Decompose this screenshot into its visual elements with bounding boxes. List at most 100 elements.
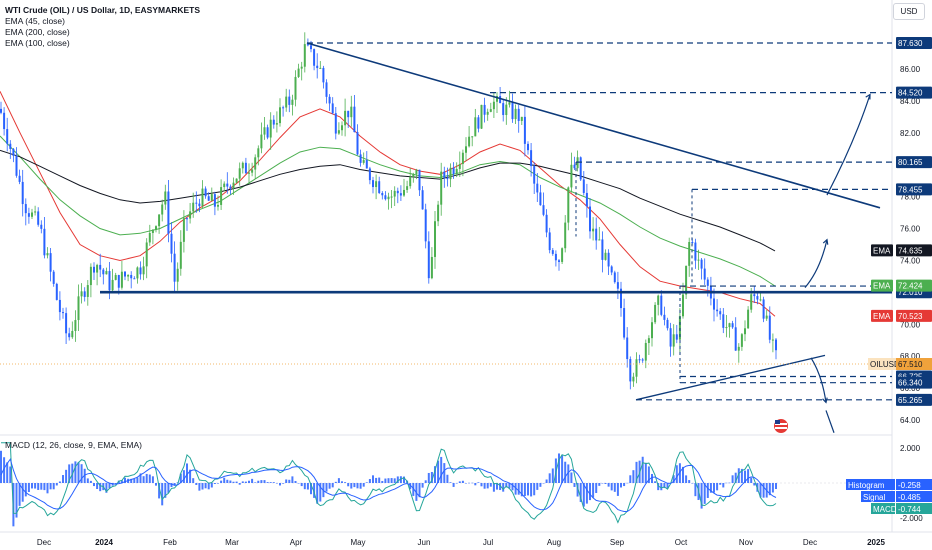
macd-tag-label: -0.744 <box>898 505 921 514</box>
candle-body <box>198 203 201 207</box>
macd-histogram-bar <box>492 483 495 492</box>
price-tag-name-bg <box>871 244 893 257</box>
macd-histogram-bar <box>499 483 502 491</box>
price-tag: 66.340 <box>896 376 932 389</box>
macd-histogram-bar <box>145 473 148 483</box>
macd-histogram-bar <box>750 477 753 483</box>
candle-body <box>713 298 715 310</box>
price-tag-label: 72.010 <box>898 288 923 297</box>
candle-body <box>223 183 226 188</box>
price-tag-label: 70.523 <box>898 312 923 321</box>
macd-legend[interactable]: MACD (12, 26, close, 9, EMA, EMA) <box>5 440 142 450</box>
candle-body <box>241 162 244 169</box>
time-axis[interactable]: Dec 2024 Feb Mar Apr May Jun Jul Aug Sep Oct Nov Dec… <box>37 538 886 547</box>
macd-histogram-bar <box>616 483 619 496</box>
candle-body <box>288 96 291 105</box>
macd-line <box>1 442 777 524</box>
macd-histogram-bar <box>446 474 449 483</box>
price-axis[interactable]: 64.0066.0068.0070.0072.0074.0076.0078.00… <box>846 36 932 523</box>
candle-body <box>647 338 650 343</box>
macd-histogram-bar <box>589 483 591 501</box>
macd-histogram-bar <box>502 483 505 492</box>
candle-body <box>514 108 517 120</box>
candle-body <box>685 265 688 295</box>
macd-histogram-bar <box>520 483 523 497</box>
price-tag-bg <box>896 36 932 49</box>
macd-histogram-bar <box>170 483 173 488</box>
price-tag: 72.424 EMA <box>871 279 932 292</box>
macd-histogram-bar <box>347 483 350 487</box>
candle-body <box>415 169 418 175</box>
time-tick-label: May <box>350 538 365 547</box>
macd-histogram-bar <box>396 476 399 483</box>
macd-histogram-bar <box>582 483 585 507</box>
candle-body <box>585 192 588 207</box>
candle-body <box>762 299 765 319</box>
candle-body <box>604 252 607 260</box>
candle-body <box>220 187 223 205</box>
macd-histogram-bar <box>508 483 511 489</box>
candle-body <box>725 327 728 329</box>
macd-histogram-bar <box>105 483 108 493</box>
time-tick-label: Aug <box>547 538 561 547</box>
currency-button[interactable]: USD <box>893 3 925 20</box>
candle-body <box>465 146 467 153</box>
macd-histogram-bar <box>440 456 443 483</box>
candle-body <box>660 295 663 315</box>
candle-body <box>731 323 734 328</box>
macd-histogram-bar <box>365 482 368 483</box>
indicator-ema-45[interactable]: EMA (45, close) <box>5 16 65 26</box>
time-tick-label: Dec <box>803 538 817 547</box>
macd-tag-bg <box>896 479 932 490</box>
macd-histogram-bar <box>77 462 80 483</box>
projection-arrow <box>804 239 828 288</box>
macd-histogram-bar <box>195 483 198 485</box>
candle-body <box>117 275 120 288</box>
macd-histogram-bar <box>288 479 291 483</box>
macd-histogram-bar <box>37 483 40 490</box>
macd-tick-label: -2.000 <box>900 514 923 523</box>
candle-body <box>706 279 709 286</box>
macd-histogram-bar <box>430 471 433 483</box>
candle-body <box>530 150 533 167</box>
projection-arrow <box>825 410 835 433</box>
macd-histogram-bar <box>384 478 387 483</box>
macd-histogram-bar <box>647 466 650 483</box>
candle-body <box>554 253 557 261</box>
candle-body <box>6 129 9 144</box>
price-tag-name-bg <box>871 309 893 322</box>
indicator-ema-200[interactable]: EMA (200, close) <box>5 27 70 37</box>
macd-histogram-bar <box>316 483 319 504</box>
candle-body <box>365 160 368 169</box>
macd-histogram-bar <box>629 475 632 483</box>
candle-body <box>204 188 207 197</box>
macd-histogram-bar <box>341 481 343 483</box>
macd-histogram-bar <box>353 483 356 488</box>
price-tag-label: 84.520 <box>898 89 923 98</box>
macd-histogram-bar <box>350 483 353 489</box>
macd-histogram-bar <box>713 483 715 493</box>
macd-histogram-bar <box>387 478 390 483</box>
arrow-head <box>822 397 828 404</box>
macd-histogram-bar <box>179 473 182 483</box>
indicator-ema-100[interactable]: EMA (100, close) <box>5 38 70 48</box>
macd-histogram-bar <box>303 483 306 490</box>
macd-histogram-bar <box>279 483 281 486</box>
macd-histogram-bar <box>18 483 21 506</box>
macd-histogram-bar <box>737 468 740 483</box>
macd-histogram-bar <box>86 478 89 483</box>
candle-body <box>418 169 421 191</box>
macd-histogram-bar <box>424 480 427 483</box>
macd-histogram-bar <box>722 483 725 488</box>
macd-histogram-bar <box>663 483 666 489</box>
candle-body <box>331 103 334 114</box>
candle-body <box>517 108 520 121</box>
macd-histogram-bar <box>403 476 405 483</box>
macd-histogram-bar <box>716 483 719 491</box>
macd-histogram-bar <box>570 472 573 483</box>
macd-histogram-bar <box>204 483 207 489</box>
candle-body <box>124 271 126 277</box>
candle-body <box>139 267 142 275</box>
candle-body <box>49 253 52 272</box>
